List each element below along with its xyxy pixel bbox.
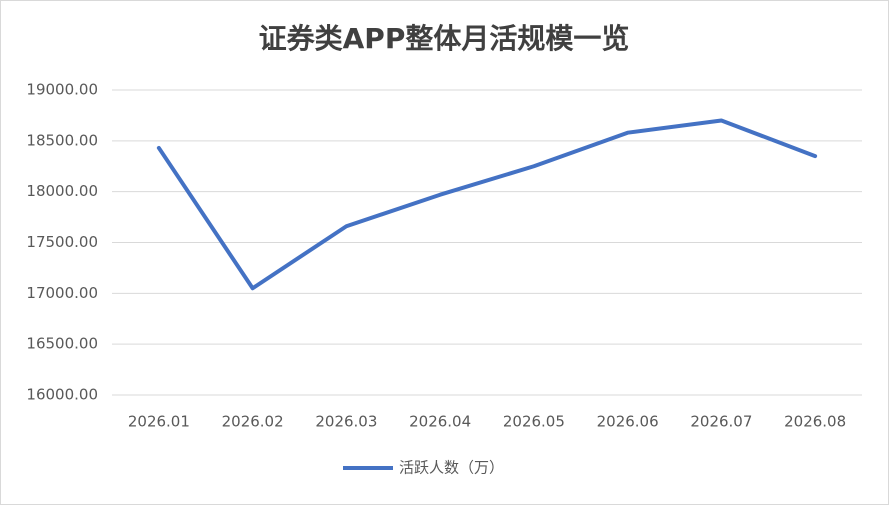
x-tick-label: 2026.04 <box>409 413 471 431</box>
y-tick-label: 18500.00 <box>26 131 98 149</box>
y-tick-label: 17000.00 <box>26 284 98 302</box>
data-line <box>156 118 818 291</box>
y-tick-label: 19000.00 <box>26 81 98 99</box>
x-tick-label: 2026.01 <box>128 413 190 431</box>
chart-title: 证券类APP整体月活规模一览 <box>259 22 630 55</box>
x-tick-label: 2026.05 <box>503 413 565 431</box>
y-tick-label: 17500.00 <box>26 233 98 251</box>
x-tick-label: 2026.03 <box>315 413 377 431</box>
y-tick-label: 16500.00 <box>26 335 98 353</box>
y-tick-label: 16000.00 <box>26 386 98 404</box>
x-tick-label: 2026.08 <box>784 413 846 431</box>
y-tick-label: 18000.00 <box>26 182 98 200</box>
legend-label: 活跃人数（万） <box>399 459 504 477</box>
x-tick-label: 2026.02 <box>222 413 284 431</box>
x-tick-label: 2026.07 <box>690 413 752 431</box>
x-tick-label: 2026.06 <box>597 413 659 431</box>
